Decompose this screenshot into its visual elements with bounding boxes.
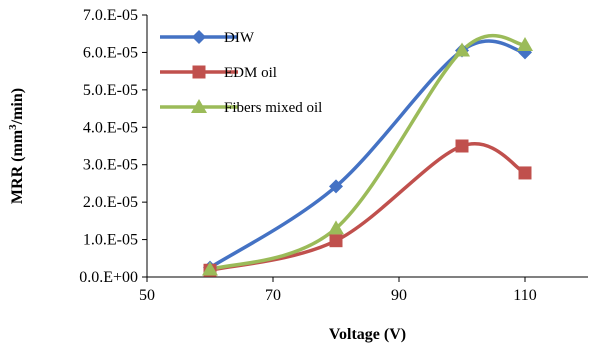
y-tick-label: 0.0.E+00 (79, 269, 138, 286)
data-point-fibers-mixed-oil (517, 36, 533, 51)
series-lines (208, 33, 527, 273)
data-point-edm-oil (518, 166, 532, 180)
y-tick-label: 1.0.E-05 (83, 232, 138, 249)
y-axis-title-superscript: 3 (7, 124, 19, 130)
y-tick-label: 6.0.E-05 (83, 44, 138, 61)
series-line-edm-oil (208, 142, 527, 273)
data-point-diw (329, 179, 343, 194)
y-axis-title-unit: /min) (9, 88, 26, 125)
series-line-fibers-mixed-oil (208, 33, 527, 272)
data-point-fibers-mixed-oil (202, 261, 218, 276)
y-tick-label: 3.0.E-05 (83, 157, 138, 174)
y-tick-label: 5.0.E-05 (83, 82, 138, 99)
x-axis-ticks: 50 70 90 110 (139, 277, 537, 304)
x-tick-label: 70 (265, 287, 281, 304)
series-line-diw (208, 39, 527, 270)
x-axis-title: Voltage (V) (329, 326, 406, 343)
legend-marker-fibers-mixed-oil (191, 99, 207, 113)
y-tick-label: 2.0.E-05 (83, 194, 138, 211)
y-axis-title-main: MRR (mm (9, 129, 26, 204)
y-axis-title: MRR (mm3/min) (7, 88, 26, 204)
legend-marker-diw (192, 30, 206, 44)
y-tick-label: 7.0.E-05 (83, 7, 138, 24)
legend: DIW EDM oil Fibers mixed oil (160, 30, 322, 116)
legend-marker-edm-oil (192, 65, 206, 79)
x-tick-label: 110 (513, 287, 536, 304)
data-point-fibers-mixed-oil (454, 42, 470, 57)
series-markers (202, 36, 533, 277)
x-tick-label: 50 (139, 287, 155, 304)
legend-label-diw: DIW (224, 30, 255, 46)
legend-label-fibers-mixed-oil: Fibers mixed oil (224, 100, 322, 116)
y-axis-ticks: 0.0.E+00 1.0.E-05 2.0.E-05 3.0.E-05 4.0.E-05… (79, 7, 147, 286)
legend-label-edm-oil: EDM oil (224, 65, 277, 81)
data-point-fibers-mixed-oil (328, 220, 344, 235)
axes (146, 15, 588, 278)
x-tick-label: 90 (391, 287, 407, 304)
y-tick-label: 4.0.E-05 (83, 119, 138, 136)
data-point-edm-oil (455, 139, 469, 153)
data-point-edm-oil (329, 234, 343, 248)
